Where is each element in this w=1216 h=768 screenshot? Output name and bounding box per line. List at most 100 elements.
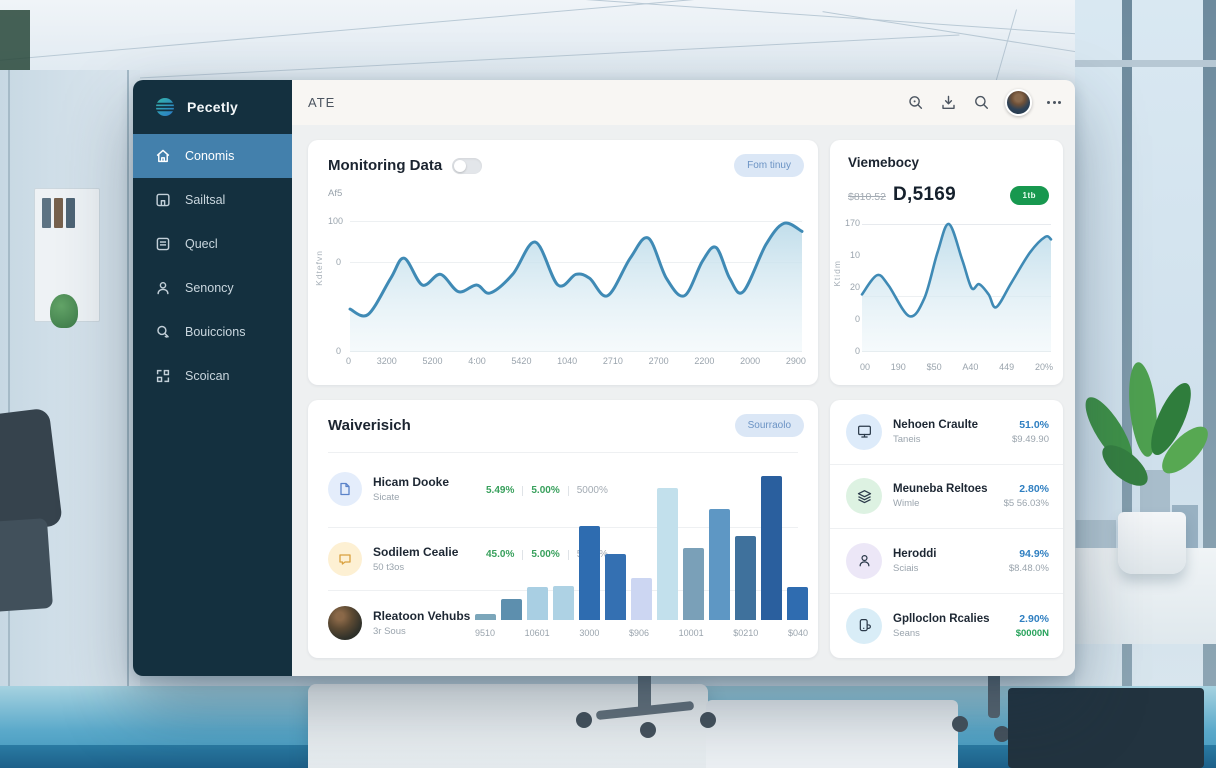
card-title: Monitoring Data [328, 157, 443, 174]
list-item[interactable]: Sodilem Cealie 50 t3os [328, 532, 478, 586]
main-content: Monitoring Data Fom tinuy Af5 10 0 0 0 Kd… [292, 125, 1075, 676]
bar [527, 587, 548, 620]
stats-card: Nehoen Craulte Taneis 51.0% $9.49.90 [830, 400, 1063, 658]
waiverisich-action-button[interactable]: Sourraolo [734, 414, 804, 437]
building-icon [156, 193, 170, 207]
amount-prefix: $810.52 [848, 191, 886, 203]
stat-row-nehoen[interactable]: Nehoen Craulte Taneis 51.0% $9.49.90 [830, 400, 1063, 465]
stat-title: Nehoen Craulte [893, 418, 978, 431]
waiverisich-bar-chart [475, 470, 808, 620]
card-title: Waiverisich [328, 417, 411, 434]
monitor-icon [846, 413, 882, 450]
area-fill [862, 223, 1051, 352]
bar [657, 488, 678, 620]
list-item[interactable]: Hicam Dooke Sicate [328, 462, 478, 516]
stat-subtitle: Taneis [893, 433, 921, 445]
stat-subtitle: Seans [893, 627, 920, 639]
bar [735, 536, 756, 620]
axis-tick: 3200 [376, 356, 397, 366]
monitoring-toggle[interactable] [452, 157, 483, 174]
user-avatar[interactable] [1005, 89, 1032, 116]
search-icon[interactable] [972, 94, 990, 112]
bar [475, 614, 496, 620]
axis-tick: 5420 [511, 356, 532, 366]
axis-tick: 20 [849, 282, 860, 292]
axis-tick: $0210 [733, 628, 759, 638]
monitoring-card: Monitoring Data Fom tinuy Af5 100 0 0 Kd… [308, 140, 818, 385]
axis-tick: 3000 [579, 628, 600, 638]
axis-tick: 5200 [422, 356, 443, 366]
series-label: Af5 [328, 188, 343, 199]
status-badge: 1tb [1009, 186, 1049, 205]
stat-subvalue: $5 56.03% [1003, 498, 1049, 510]
sidebar-item-bouiccions[interactable]: Bouiccions [133, 310, 292, 354]
download-icon[interactable] [939, 94, 957, 112]
stat-row-heroddi[interactable]: Heroddi Sciais 94.9% $8.48.0% [830, 529, 1063, 594]
sidebar-item-conomis[interactable]: Conomis [133, 134, 292, 178]
sidebar-item-sailtsal[interactable]: Sailtsal [133, 178, 292, 222]
stat-subvalue: $0000N [1015, 627, 1049, 639]
app-logo[interactable]: Pecetly [133, 80, 292, 134]
value: 5.49% [486, 485, 515, 496]
bar [709, 509, 730, 620]
sidebar-item-label: Conomis [185, 149, 235, 163]
stat-title: Meuneba Reltoes [893, 483, 988, 496]
axis-tick: $040 [787, 628, 808, 638]
user-icon [846, 542, 882, 579]
axis-tick: $50 [926, 362, 942, 372]
sidebar-item-quecl[interactable]: Quecl [133, 222, 292, 266]
stat-value: 2.90% [1019, 612, 1049, 625]
y-axis-label: Kdtefvn [314, 250, 324, 286]
axis-tick: 0 [854, 346, 860, 356]
y-tick: 0 [336, 257, 342, 267]
dashboard-window: Pecetly Conomis Sailtsal Quecl [133, 80, 1075, 676]
y-tick: 0 [336, 346, 342, 356]
sidebar-item-label: Quecl [185, 237, 218, 251]
axis-tick: 449 [999, 362, 1015, 372]
avatar [328, 606, 362, 640]
bar [787, 587, 808, 620]
stat-title: Heroddi [893, 547, 937, 560]
more-icon[interactable] [1047, 97, 1061, 108]
zoom-icon[interactable] [906, 94, 924, 112]
axis-tick: 10001 [678, 628, 704, 638]
axis-tick: 2700 [648, 356, 669, 366]
stat-row-gplloclon[interactable]: Gplloclon Rcalies Seans 2.90% $0000N [830, 594, 1063, 659]
value: 5000% [576, 485, 608, 496]
search-icon [157, 325, 169, 338]
sidebar-item-scoican[interactable]: Scoican [133, 354, 292, 398]
file-icon [328, 472, 362, 506]
monitoring-action-button[interactable]: Fom tinuy [734, 154, 804, 177]
area-fill [350, 223, 802, 352]
sidebar-item-label: Sailtsal [185, 193, 226, 207]
axis-tick: 10 [849, 250, 860, 260]
bar [501, 599, 522, 620]
waiverisich-card: Waiverisich Sourraolo Hicam Dook [308, 400, 818, 658]
bar [553, 585, 574, 620]
axis-tick: 00 [860, 362, 871, 372]
stat-row-meuneba[interactable]: Meuneba Reltoes Wimle 2.80% $5 56.03% [830, 465, 1063, 529]
axis-tick: 1040 [557, 356, 578, 366]
value: 45.0% [486, 549, 515, 560]
y-axis-label: Ktidm [832, 260, 842, 287]
value: 5.00% [531, 485, 560, 496]
bar [631, 578, 652, 620]
drawer-unit [706, 700, 958, 768]
stat-subtitle: Wimle [893, 498, 920, 510]
list-item[interactable]: Rleatoon Vehubs 3r Sous [328, 596, 478, 650]
user-icon [157, 281, 169, 295]
stat-subtitle: Sciais [893, 562, 919, 574]
y-axis: 170 10 20 0 0 [844, 218, 860, 356]
bar [605, 554, 626, 620]
axis-tick: 0 [854, 314, 860, 324]
axis-tick: 170 [844, 218, 860, 228]
home-icon [156, 149, 170, 163]
grid-icon [156, 369, 170, 383]
x-axis: 9510 10601 3000 $906 10001 $0210 $040 [475, 628, 808, 638]
area-line [860, 222, 1053, 318]
ceiling [0, 0, 1216, 92]
dark-cabinet [1008, 688, 1204, 768]
stat-value: 94.9% [1019, 547, 1049, 560]
item-subtitle: 50 t3os [373, 562, 405, 573]
sidebar-item-senoncy[interactable]: Senoncy [133, 266, 292, 310]
